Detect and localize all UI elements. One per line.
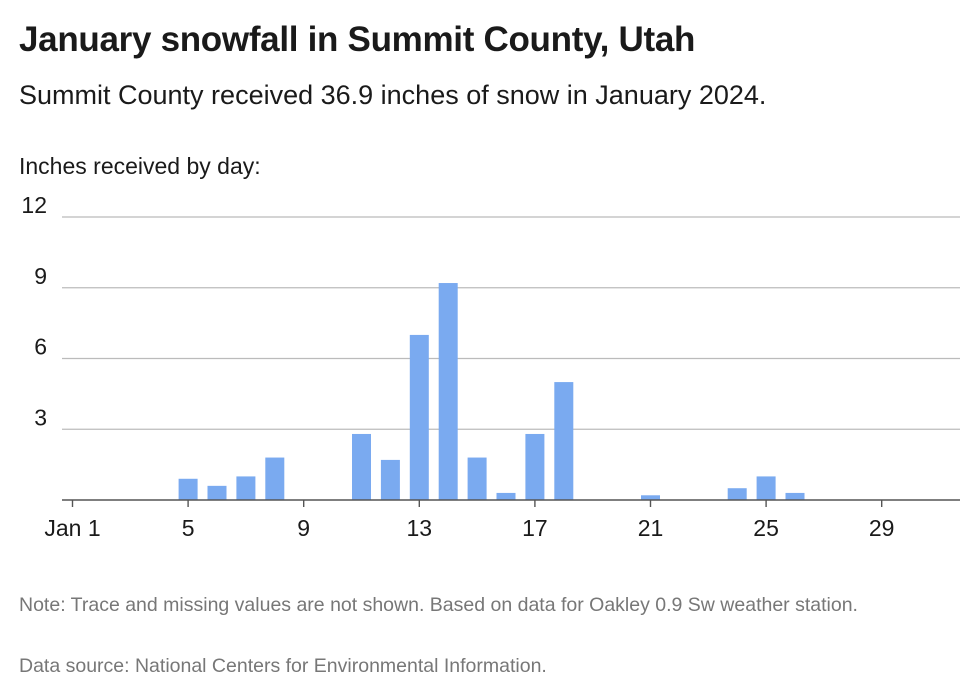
bar-day-18 xyxy=(554,382,574,500)
y-tick-label: 12 xyxy=(21,195,47,218)
x-tick-label: 21 xyxy=(638,515,664,541)
bar-day-12 xyxy=(380,459,400,500)
x-tick-label: 29 xyxy=(869,515,895,541)
chart-subtitle: Summit County received 36.9 inches of sn… xyxy=(19,80,767,110)
bar-day-24 xyxy=(727,488,747,500)
snowfall-bar-chart: 3 6 9 12 Jan 1 5 9 13 17 21 25 29 xyxy=(21,195,960,541)
chart-note: Note: Trace and missing values are not s… xyxy=(19,594,858,616)
bar-day-6 xyxy=(207,485,227,500)
bar-day-7 xyxy=(236,476,256,500)
y-axis-label: Inches received by day: xyxy=(19,153,261,179)
x-tick-label: 17 xyxy=(522,515,548,541)
x-tick-label: 5 xyxy=(182,515,195,541)
bar-day-15 xyxy=(467,457,487,500)
x-tick-label: 25 xyxy=(753,515,779,541)
bar-day-13 xyxy=(409,334,429,500)
x-tick-label: 13 xyxy=(407,515,433,541)
bar-day-11 xyxy=(352,433,371,500)
chart-title: January snowfall in Summit County, Utah xyxy=(19,20,696,59)
y-tick-label: 9 xyxy=(34,263,47,289)
y-tick-label: 6 xyxy=(34,334,47,360)
x-tick-label: Jan 1 xyxy=(44,515,100,541)
bar-day-25 xyxy=(756,476,776,500)
data-source: Data source: National Centers for Enviro… xyxy=(19,655,547,677)
bar-day-8 xyxy=(265,457,285,500)
bar-day-26 xyxy=(785,492,805,500)
bar-day-14 xyxy=(438,283,458,500)
y-tick-label: 3 xyxy=(34,404,47,430)
x-tick-label: 9 xyxy=(297,515,310,541)
bar-day-16 xyxy=(496,492,516,500)
bar-day-17 xyxy=(525,433,545,500)
bar-day-5 xyxy=(178,478,198,500)
bar-day-21 xyxy=(641,495,660,500)
